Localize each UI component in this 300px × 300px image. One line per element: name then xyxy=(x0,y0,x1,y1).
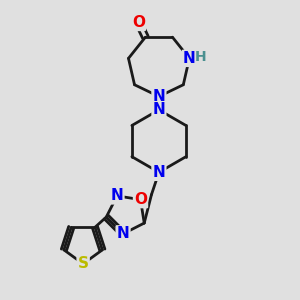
Text: O: O xyxy=(134,192,147,207)
Text: N: N xyxy=(152,165,165,180)
Text: N: N xyxy=(152,89,165,104)
Text: H: H xyxy=(195,50,206,64)
Text: S: S xyxy=(78,256,88,271)
Text: O: O xyxy=(132,15,145,30)
Text: N: N xyxy=(111,188,123,203)
Text: N: N xyxy=(183,51,196,66)
Text: N: N xyxy=(117,226,129,242)
Text: N: N xyxy=(152,102,165,117)
